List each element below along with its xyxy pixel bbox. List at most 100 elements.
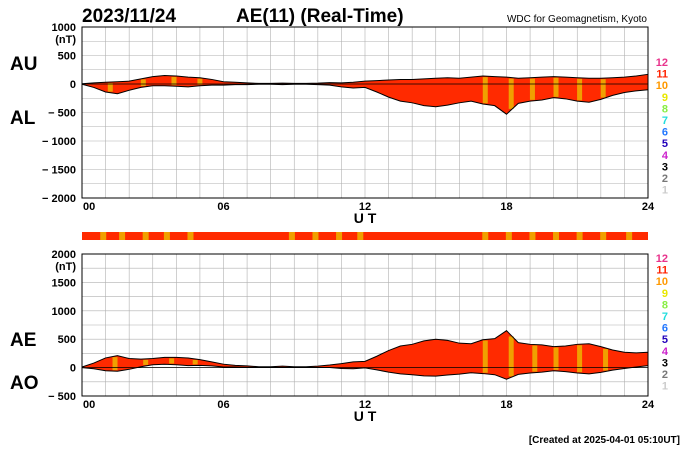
series-line-ae — [81, 330, 649, 368]
coverage-gap-mark — [142, 232, 149, 240]
legend-station-count: 7 — [662, 115, 668, 127]
legend-station-count: 5 — [662, 334, 668, 346]
ae-ao-panel: 2000 1500 1000 500 0 − 500 (nT) 00 06 12 18 24 U T AE… — [10, 249, 655, 424]
station-gap-stripe — [140, 79, 146, 87]
y-tick-label: − 2000 — [42, 193, 76, 205]
coverage-gap-mark — [187, 232, 194, 240]
plot-title: AE(11) (Real-Time) — [236, 6, 404, 27]
y-tick-label: 500 — [58, 51, 76, 63]
coverage-gap-mark — [312, 232, 319, 240]
data-source: WDC for Geomagnetism, Kyoto — [507, 14, 647, 25]
coverage-gap-mark — [336, 232, 343, 240]
station-gap-stripe — [532, 345, 538, 372]
y-tick-label: − 1000 — [42, 136, 76, 148]
y-tick-label: 1000 — [52, 22, 76, 34]
y-tick-label: 2000 — [52, 249, 76, 261]
legend-station-count: 11 — [656, 265, 668, 277]
x-tick-label: 18 — [500, 201, 512, 213]
y-tick-label: 1000 — [52, 306, 76, 318]
coverage-gap-mark — [100, 232, 107, 240]
x-axis-title: U T — [354, 408, 377, 424]
station-gap-stripe — [171, 76, 177, 86]
series-label-al: AL — [10, 108, 36, 129]
plot-frame — [81, 26, 649, 199]
legend-station-count: 1 — [662, 185, 668, 197]
coverage-strip — [82, 232, 648, 240]
coverage-gap-mark — [553, 232, 560, 240]
x-tick-label: 00 — [83, 399, 95, 411]
station-gap-stripe — [169, 358, 175, 364]
legend-station-count: 3 — [662, 357, 668, 369]
station-gap-stripe — [107, 83, 113, 92]
station-gap-stripe — [600, 79, 606, 98]
station-gap-stripe — [603, 348, 609, 371]
station-gap-stripe — [529, 78, 535, 100]
coverage-gap-mark — [288, 232, 295, 240]
legend-station-count: 4 — [662, 150, 669, 162]
x-axis-title: U T — [354, 210, 377, 226]
legend-station-count: 11 — [656, 69, 668, 81]
station-gap-stripe — [482, 340, 488, 373]
legend-station-count: 6 — [662, 323, 668, 335]
x-tick-label: 18 — [500, 399, 512, 411]
series-line-au — [81, 73, 649, 85]
coverage-gap-mark — [529, 232, 536, 240]
station-gap-stripe — [197, 78, 203, 85]
series-label-ae: AE — [10, 330, 36, 351]
y-tick-label: 0 — [70, 363, 76, 375]
legend-station-count: 3 — [662, 161, 668, 173]
y-tick-label: 0 — [70, 79, 76, 91]
y-tick-label: − 500 — [48, 391, 76, 403]
legend-station-count: 12 — [656, 253, 668, 265]
legend-station-count: 8 — [662, 103, 668, 115]
y-tick-label: 500 — [58, 334, 76, 346]
station-gap-stripe — [553, 347, 559, 370]
coverage-gap-mark — [357, 232, 364, 240]
coverage-gap-mark — [482, 232, 489, 240]
legend-station-count: 6 — [662, 127, 668, 139]
envelope-fill — [82, 330, 648, 380]
plot-date: 2023/11/24 — [82, 6, 176, 27]
coverage-gap-mark — [505, 232, 512, 240]
station-gap-stripe — [482, 77, 488, 104]
x-tick-label: 12 — [359, 201, 371, 213]
coverage-gap-mark — [626, 232, 633, 240]
x-tick-label: 24 — [642, 201, 655, 213]
station-gap-stripe — [508, 336, 514, 377]
station-gap-stripe — [143, 359, 149, 365]
x-tick-label: 24 — [642, 399, 655, 411]
coverage-gap-mark — [600, 232, 607, 240]
y-tick-label: − 500 — [48, 108, 76, 120]
legend-station-count: 9 — [662, 92, 668, 104]
coverage-gap-mark — [119, 232, 126, 240]
station-gap-stripe — [508, 78, 514, 109]
y-unit-label: (nT) — [55, 34, 76, 46]
legend-station-count: 2 — [662, 173, 668, 185]
plot-frame — [81, 253, 649, 397]
x-tick-label: 00 — [83, 201, 95, 213]
legend-station-count: 10 — [656, 80, 668, 92]
station-gap-stripe — [112, 357, 118, 371]
series-label-au: AU — [10, 54, 37, 75]
x-tick-label: 06 — [217, 201, 229, 213]
station-gap-stripe — [192, 359, 198, 365]
series-label-ao: AO — [10, 373, 39, 394]
legend-station-count: 5 — [662, 138, 668, 150]
legend-station-count: 9 — [662, 288, 668, 300]
legend-station-count: 10 — [656, 276, 668, 288]
x-tick-label: 12 — [359, 399, 371, 411]
legend-station-count: 4 — [662, 346, 669, 358]
legend-station-count: 7 — [662, 311, 668, 323]
station-coverage-bar — [82, 232, 648, 240]
x-tick-label: 06 — [217, 399, 229, 411]
au-al-panel: 1000 500 0 − 500 − 1000 − 1500 − 2000 (nT) 00 06 1… — [10, 22, 655, 226]
legend-station-count: 2 — [662, 369, 668, 381]
y-tick-label: 1500 — [52, 277, 76, 289]
coverage-gap-mark — [576, 232, 583, 240]
created-timestamp: [Created at 2025-04-01 05:10UT] — [529, 435, 680, 446]
series-line-al — [81, 83, 649, 115]
legend-station-count: 8 — [662, 299, 668, 311]
